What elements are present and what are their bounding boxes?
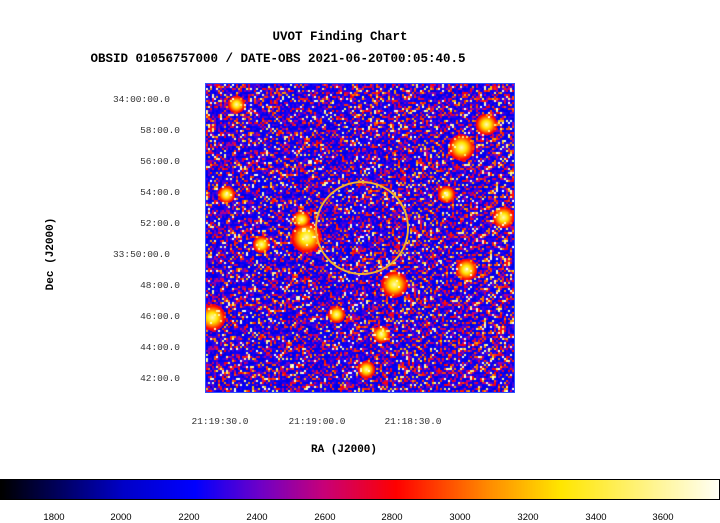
- colorbar-tick-label: 3000: [449, 512, 471, 523]
- dec-tick-label: 42:00.0: [140, 373, 180, 384]
- colorbar-tick-label: 1800: [43, 512, 65, 523]
- x-axis-label: RA (J2000): [310, 444, 377, 456]
- colorbar-tick-label: 3400: [585, 512, 607, 523]
- sky-image-canvas: [206, 84, 514, 392]
- dec-tick-label: 34:00:00.0: [112, 94, 170, 105]
- colorbar-tick-label: 2400: [246, 512, 268, 523]
- source-region-marker: [404, 208, 409, 225]
- colorbar-tick-label: 2800: [381, 512, 403, 523]
- dec-tick-label: 54:00.0: [140, 187, 180, 198]
- ra-tick-label: 21:19:00.0: [288, 416, 346, 427]
- colorbar-tick-label: 2600: [314, 512, 336, 523]
- dec-tick-label: 33:50:00.0: [112, 249, 170, 260]
- sky-image[interactable]: [205, 83, 515, 393]
- y-axis-label: Dec (J2000): [45, 217, 57, 291]
- dec-tick-label: 48:00.0: [140, 280, 180, 291]
- dec-tick-label: 52:00.0: [140, 218, 180, 229]
- dec-tick-label: 56:00.0: [140, 156, 180, 167]
- ra-tick-label: 21:18:30.0: [384, 416, 442, 427]
- colorbar: [0, 479, 720, 500]
- dec-tick-label: 58:00.0: [140, 125, 180, 136]
- source-region-circle[interactable]: [315, 181, 409, 275]
- chart-subtitle: OBSID 01056757000 / DATE-OBS 2021-06-20T…: [90, 52, 466, 66]
- colorbar-tick-label: 3200: [517, 512, 539, 523]
- ra-tick-label: 21:19:30.0: [191, 416, 249, 427]
- dec-tick-label: 44:00.0: [140, 342, 180, 353]
- colorbar-tick-label: 3600: [652, 512, 674, 523]
- chart-title: UVOT Finding Chart: [272, 30, 408, 44]
- colorbar-tick-label: 2000: [110, 512, 132, 523]
- dec-tick-label: 46:00.0: [140, 311, 180, 322]
- marker-overlay: [315, 181, 409, 275]
- colorbar-tick-label: 2200: [178, 512, 200, 523]
